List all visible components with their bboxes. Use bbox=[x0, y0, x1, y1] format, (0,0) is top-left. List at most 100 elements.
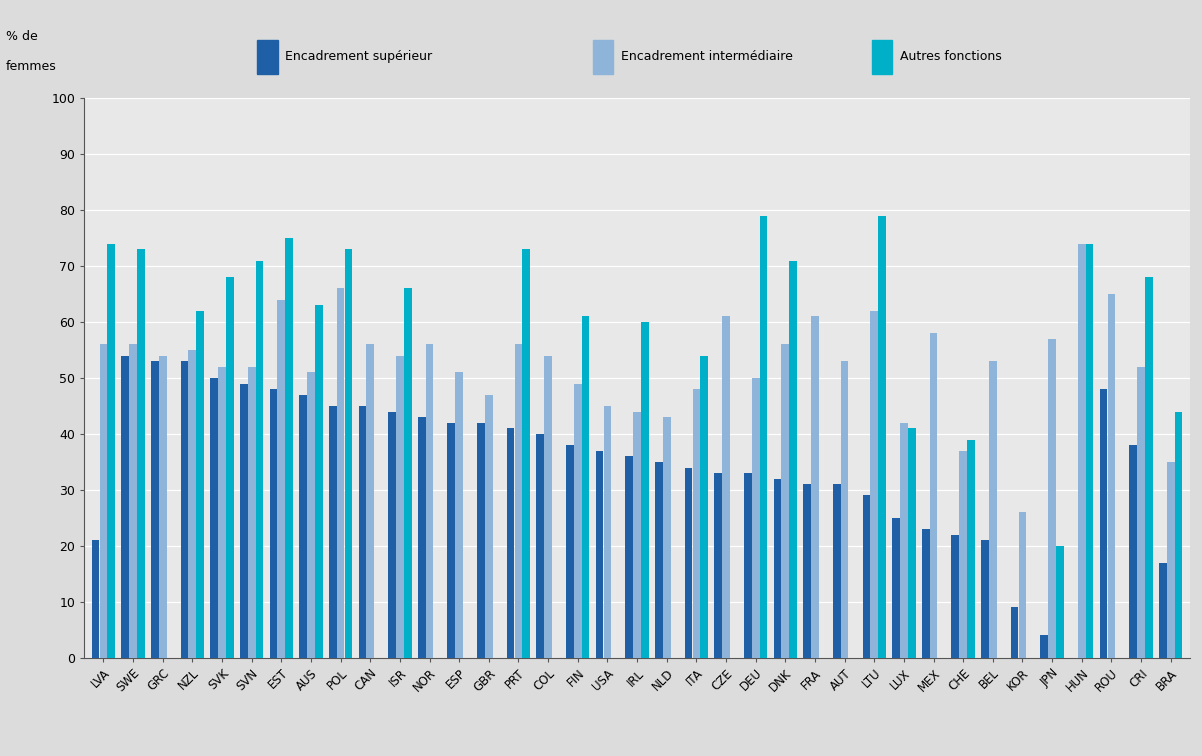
Bar bbox=[100, 345, 107, 658]
Bar bbox=[811, 317, 819, 658]
Bar bbox=[196, 311, 204, 658]
Bar bbox=[714, 473, 722, 658]
Bar bbox=[456, 373, 463, 658]
Bar bbox=[566, 445, 573, 658]
Bar bbox=[388, 411, 395, 658]
Bar bbox=[137, 249, 144, 658]
Bar bbox=[968, 439, 975, 658]
Bar bbox=[477, 423, 484, 658]
Bar bbox=[129, 345, 137, 658]
Bar bbox=[395, 355, 404, 658]
Bar bbox=[248, 367, 256, 658]
Bar bbox=[189, 350, 196, 658]
Bar bbox=[1041, 635, 1048, 658]
Text: Autres fonctions: Autres fonctions bbox=[900, 50, 1002, 64]
Bar bbox=[484, 395, 493, 658]
Bar bbox=[744, 473, 751, 658]
Bar bbox=[1167, 462, 1174, 658]
Bar bbox=[633, 411, 641, 658]
Bar bbox=[226, 277, 233, 658]
Bar bbox=[1107, 294, 1115, 658]
Bar bbox=[285, 238, 293, 658]
Bar bbox=[256, 261, 263, 658]
Text: Encadrement supérieur: Encadrement supérieur bbox=[285, 50, 433, 64]
Bar bbox=[1159, 562, 1167, 658]
Bar bbox=[863, 495, 870, 658]
Bar bbox=[278, 299, 285, 658]
Bar bbox=[922, 529, 929, 658]
Bar bbox=[345, 249, 352, 658]
Bar bbox=[908, 429, 916, 658]
Bar bbox=[418, 417, 426, 658]
Bar bbox=[900, 423, 908, 658]
Bar bbox=[426, 345, 434, 658]
Bar bbox=[1057, 546, 1064, 658]
Bar bbox=[1018, 513, 1027, 658]
Bar bbox=[1100, 389, 1107, 658]
Bar bbox=[790, 261, 797, 658]
Bar bbox=[1048, 339, 1057, 658]
Bar bbox=[603, 406, 612, 658]
Bar bbox=[1146, 277, 1153, 658]
Bar bbox=[929, 333, 938, 658]
Bar bbox=[803, 485, 811, 658]
Bar bbox=[367, 345, 374, 658]
Bar bbox=[121, 355, 129, 658]
Bar bbox=[269, 389, 278, 658]
Bar bbox=[257, 40, 278, 74]
Bar bbox=[892, 518, 900, 658]
Bar bbox=[404, 289, 411, 658]
Bar bbox=[879, 215, 886, 658]
Bar bbox=[989, 361, 996, 658]
Bar bbox=[870, 311, 879, 658]
Bar bbox=[337, 289, 345, 658]
Bar bbox=[685, 467, 692, 658]
Bar bbox=[447, 423, 456, 658]
Bar bbox=[107, 243, 115, 658]
Bar bbox=[774, 479, 781, 658]
Bar bbox=[1137, 367, 1146, 658]
Bar bbox=[358, 406, 367, 658]
Bar bbox=[655, 462, 662, 658]
Bar bbox=[240, 383, 248, 658]
Bar bbox=[307, 373, 315, 658]
Bar bbox=[1078, 243, 1085, 658]
Bar bbox=[1174, 411, 1183, 658]
Bar bbox=[873, 40, 892, 74]
Bar bbox=[952, 534, 959, 658]
Bar bbox=[641, 322, 649, 658]
Bar bbox=[582, 317, 589, 658]
Bar bbox=[781, 345, 790, 658]
Bar bbox=[981, 541, 989, 658]
Bar bbox=[1130, 445, 1137, 658]
Bar bbox=[507, 429, 514, 658]
Bar bbox=[593, 40, 613, 74]
Bar bbox=[180, 361, 189, 658]
Bar bbox=[315, 305, 322, 658]
Bar bbox=[573, 383, 582, 658]
Bar bbox=[545, 355, 552, 658]
Bar bbox=[218, 367, 226, 658]
Bar bbox=[159, 355, 167, 658]
Bar bbox=[536, 434, 545, 658]
Bar bbox=[959, 451, 968, 658]
Bar bbox=[1011, 607, 1018, 658]
Bar bbox=[523, 249, 530, 658]
Bar bbox=[210, 378, 218, 658]
Bar bbox=[760, 215, 767, 658]
Bar bbox=[662, 417, 671, 658]
Bar bbox=[701, 355, 708, 658]
Bar bbox=[840, 361, 849, 658]
Text: % de: % de bbox=[6, 30, 37, 43]
Bar bbox=[833, 485, 840, 658]
Bar bbox=[151, 361, 159, 658]
Text: Encadrement intermédiaire: Encadrement intermédiaire bbox=[620, 50, 792, 64]
Bar bbox=[329, 406, 337, 658]
Bar bbox=[751, 378, 760, 658]
Bar bbox=[514, 345, 523, 658]
Bar bbox=[625, 457, 633, 658]
Bar bbox=[692, 389, 701, 658]
Bar bbox=[91, 541, 100, 658]
Bar bbox=[596, 451, 603, 658]
Text: femmes: femmes bbox=[6, 60, 56, 73]
